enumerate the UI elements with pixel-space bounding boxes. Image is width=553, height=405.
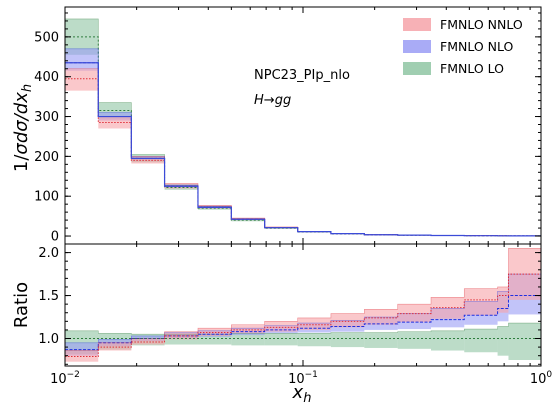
legend-swatch-fmnlo-nlo	[403, 40, 431, 53]
fmnlo-nnlo-band-bin-10	[397, 304, 432, 323]
ratio-y-axis-label: Ratio	[11, 282, 32, 328]
fmnlo-nnlo-band-bin-2	[131, 156, 165, 164]
fmnlo-nnlo-band-bin-7	[297, 317, 331, 330]
top-y-tick-labels: 0 100 200 300 400 500	[34, 30, 59, 244]
fmnlo-nnlo-band-bin-2	[131, 338, 165, 345]
y-tick-label: 400	[34, 70, 59, 85]
fmnlo-nnlo-upper-edge	[65, 248, 541, 351]
fmnlo-nlo-upper-edge	[65, 273, 541, 344]
fmnlo-lo-band-bin-10	[397, 331, 432, 349]
ylabel-lead: 1/	[11, 154, 32, 172]
ylabel-d: d	[11, 131, 32, 143]
fmnlo-nnlo-band-bin-4	[197, 328, 232, 336]
fmnlo-nnlo-upper-edge	[65, 68, 541, 237]
ylabel-sub: h	[20, 84, 35, 92]
ratio-uncertainty-bands	[65, 248, 541, 362]
fmnlo-lo-band-bin-7	[297, 333, 331, 347]
y-tick-label: 500	[34, 30, 59, 45]
ratio-y-tick-labels: 1.0 1.5 2.0	[38, 246, 59, 347]
legend-label-fmnlo-lo: FMNLO LO	[440, 61, 504, 76]
annotation-process-h: H	[254, 93, 264, 108]
fmnlo-nlo-band-bin-0	[65, 48, 99, 71]
y-tick-label: 1.5	[38, 289, 59, 304]
ylabel-dx: /d	[11, 102, 32, 122]
legend: FMNLO NNLO FMNLO NLO FMNLO LO	[403, 17, 523, 76]
fmnlo-nnlo-band-bin-3	[164, 331, 198, 340]
fmnlo-nnlo-band-bin-1	[98, 342, 132, 351]
ratio-plot-frame	[64, 243, 542, 367]
fmnlo-lo-band-bin-13	[497, 326, 509, 356]
annotation-process: H→gg	[254, 93, 291, 108]
xlabel-sub: h	[303, 391, 311, 405]
top-central-lines	[65, 18, 541, 237]
fmnlo-lo-band-bin-6	[264, 333, 298, 346]
fmnlo-lo-band-bin-4	[197, 334, 232, 345]
legend-swatch-fmnlo-nnlo	[403, 18, 431, 31]
top-panel: 0 100 200 300 400 500 NPC23_PIp_nlo H→gg FMNL…	[11, 6, 542, 245]
legend-label-fmnlo-nnlo: FMNLO NNLO	[440, 17, 523, 32]
y-tick-label: 300	[34, 110, 59, 125]
fmnlo-lo-band-bin-12	[464, 329, 498, 353]
bottom-panel: 1.0 1.5 2.0 Ratio 10−2 10−1 100 xh	[11, 243, 552, 405]
fmnlo-lo-band-bin-8	[330, 332, 365, 348]
x-tick-label: 10−1	[288, 370, 318, 387]
annotation-pdf-set: NPC23_PIp_nlo	[254, 68, 350, 83]
fmnlo-nnlo-band-bin-11	[431, 297, 465, 319]
y-tick-label: 2.0	[38, 246, 59, 261]
y-tick-label: 1.0	[38, 332, 59, 347]
x-tick-label: 10−2	[50, 370, 80, 387]
x-tick-labels: 10−2 10−1 100	[50, 370, 552, 387]
ylabel-sigma: σ	[11, 143, 32, 155]
x-tick-label: 100	[530, 370, 553, 387]
fmnlo-nnlo-band-bin-0	[65, 68, 99, 91]
fmnlo-nnlo-band-bin-0	[65, 350, 99, 362]
xlabel-x: x	[292, 382, 304, 403]
y-tick-label: 200	[34, 150, 59, 165]
x-axis-label: xh	[292, 382, 312, 405]
fmnlo-lo-band-bin-5	[231, 333, 265, 346]
annotation-process-arrow: →	[264, 93, 275, 108]
fmnlo-nnlo-band-bin-13	[497, 286, 509, 313]
fmnlo-nnlo-band-bin-12	[464, 288, 498, 316]
fmnlo-nlo-step-line	[65, 62, 541, 237]
fmnlo-nnlo-central-line	[65, 273, 541, 358]
fmnlo-nnlo-band-bin-6	[264, 321, 298, 332]
top-y-axis-label: 1/σdσ/dxh	[11, 84, 35, 172]
fmnlo-lo-band-bin-9	[364, 332, 398, 348]
fmnlo-nlo-central-line	[65, 62, 541, 237]
fmnlo-lo-band-bin-11	[431, 330, 465, 351]
annotation-process-gg: gg	[275, 93, 292, 108]
fmnlo-nnlo-band-bin-5	[231, 324, 265, 334]
legend-label-fmnlo-nlo: FMNLO NLO	[440, 39, 514, 54]
ylabel-x: x	[11, 92, 32, 104]
ratio-central-lines	[65, 248, 541, 358]
fmnlo-lo-band-bin-3	[164, 334, 198, 345]
y-tick-label: 0	[51, 230, 59, 245]
ylabel-sigma2: σ	[11, 120, 32, 132]
fmnlo-lo-upper-edge	[65, 322, 541, 335]
legend-swatch-fmnlo-lo	[403, 62, 431, 75]
y-tick-label: 100	[34, 190, 59, 205]
fmnlo-lo-band-bin-14	[508, 323, 541, 360]
